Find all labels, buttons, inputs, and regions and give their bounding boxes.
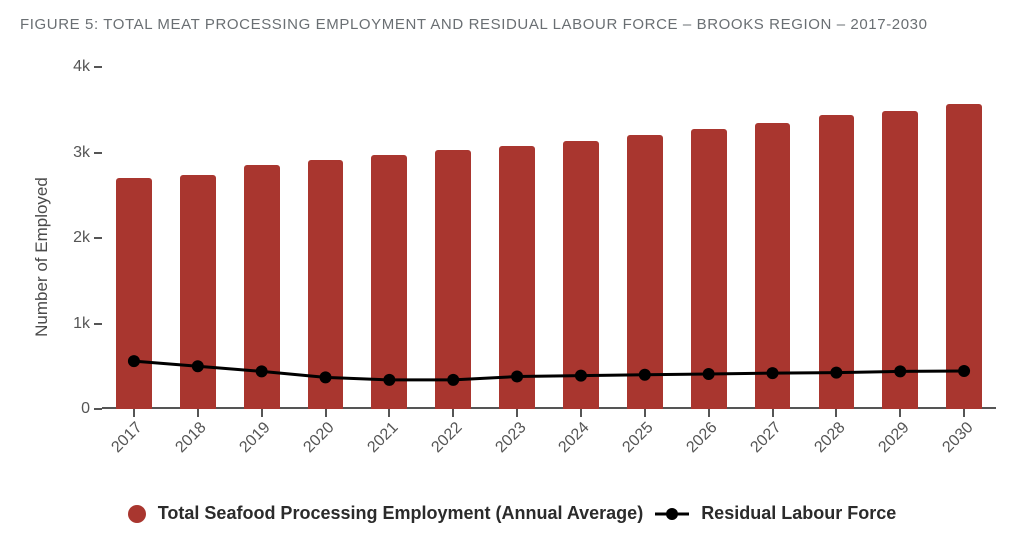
y-tick-mark: [94, 152, 102, 154]
x-tick-mark: [325, 409, 327, 417]
line-marker: [767, 367, 779, 379]
line-marker: [383, 374, 395, 386]
x-tick-mark: [197, 409, 199, 417]
legend: Total Seafood Processing Employment (Ann…: [18, 503, 1006, 524]
line-series-overlay: [102, 67, 996, 409]
x-tick-mark: [899, 409, 901, 417]
x-tick-label: 2025: [620, 419, 658, 457]
plot-area: 2017201820192020202120222023202420252026…: [102, 67, 996, 409]
y-axis-label-column: Number of Employed: [18, 57, 50, 457]
figure-container: FIGURE 5: TOTAL MEAT PROCESSING EMPLOYME…: [0, 0, 1024, 544]
x-tick-mark: [516, 409, 518, 417]
y-tick-mark: [94, 323, 102, 325]
line-marker: [320, 371, 332, 383]
legend-label-line: Residual Labour Force: [701, 503, 896, 524]
y-axis-label: Number of Employed: [32, 177, 52, 337]
x-tick-mark: [644, 409, 646, 417]
x-tick-label: 2020: [300, 419, 338, 457]
x-tick-mark: [963, 409, 965, 417]
x-tick-mark: [133, 409, 135, 417]
x-tick-label: 2030: [939, 419, 977, 457]
x-tick-mark: [452, 409, 454, 417]
line-marker: [256, 365, 268, 377]
x-tick-label: 2028: [811, 419, 849, 457]
legend-swatch-line: [655, 505, 689, 523]
line-marker: [639, 369, 651, 381]
x-tick-mark: [835, 409, 837, 417]
x-tick-label: 2022: [428, 419, 466, 457]
line-marker: [894, 365, 906, 377]
line-marker: [575, 370, 587, 382]
x-tick-label: 2019: [236, 419, 274, 457]
line-marker: [511, 371, 523, 383]
x-tick-label: 2017: [109, 419, 147, 457]
x-tick-label: 2021: [364, 419, 402, 457]
figure-title: FIGURE 5: TOTAL MEAT PROCESSING EMPLOYME…: [20, 16, 1006, 33]
x-tick-label: 2027: [747, 419, 785, 457]
x-tick-label: 2018: [173, 419, 211, 457]
chart: Number of Employed 2017 2018 2019 2020 2021 2…: [18, 57, 1006, 457]
y-tick-mark: [94, 66, 102, 68]
y-tick-mark: [94, 237, 102, 239]
x-tick-label: 2023: [492, 419, 530, 457]
y-tick-mark: [94, 408, 102, 410]
x-tick-mark: [261, 409, 263, 417]
line-marker: [192, 360, 204, 372]
line-marker: [703, 368, 715, 380]
x-tick-mark: [708, 409, 710, 417]
x-tick-label: 2024: [556, 419, 594, 457]
x-tick-mark: [388, 409, 390, 417]
legend-label-bar: Total Seafood Processing Employment (Ann…: [158, 503, 643, 524]
legend-swatch-bar: [128, 505, 146, 523]
x-tick-label: 2029: [875, 419, 913, 457]
x-tick-label: 2026: [684, 419, 722, 457]
line-marker: [128, 355, 140, 367]
line-marker: [958, 365, 970, 377]
line-marker: [447, 374, 459, 386]
line-marker: [830, 367, 842, 379]
x-tick-mark: [580, 409, 582, 417]
plot-column: 2017 2018 2019 2020 2021 2022 2023 2024 2025 2026…: [50, 57, 1006, 457]
x-tick-mark: [772, 409, 774, 417]
